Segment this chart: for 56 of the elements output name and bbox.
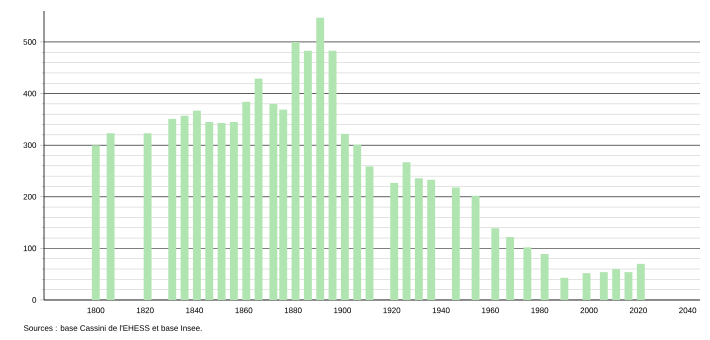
bar (180, 116, 189, 300)
bar (612, 269, 620, 300)
x-tick-label: 1980 (531, 308, 548, 314)
bar (506, 237, 514, 300)
bar (205, 122, 214, 300)
bar (353, 144, 362, 300)
bar (304, 50, 312, 300)
x-tick-label: 1960 (482, 308, 499, 314)
bar (472, 196, 480, 300)
bar (316, 18, 324, 300)
bar (192, 110, 201, 300)
bar (218, 122, 226, 300)
bar (279, 110, 288, 300)
bar (106, 133, 115, 300)
bar (254, 78, 263, 300)
bar (390, 182, 398, 300)
bar (230, 122, 238, 300)
bar (168, 118, 176, 300)
bar (242, 102, 250, 300)
bar (600, 272, 608, 300)
bar (269, 104, 278, 300)
bar (636, 264, 645, 300)
x-tick-label: 1880 (284, 308, 302, 314)
bar (582, 273, 590, 300)
bar (144, 133, 152, 300)
bar (452, 187, 460, 300)
x-tick-label: 1860 (235, 308, 252, 314)
x-tick-label: 1800 (88, 308, 104, 314)
bar (340, 134, 349, 300)
x-tick-label: 2040 (679, 308, 696, 314)
x-tick-label: 1820 (136, 308, 154, 314)
bar (624, 272, 632, 300)
bar (523, 247, 532, 300)
bar (560, 278, 568, 300)
y-tick-label: 300 (23, 142, 36, 148)
bar (292, 42, 300, 300)
y-tick-label: 100 (24, 246, 36, 252)
y-tick-label: 200 (24, 194, 36, 200)
y-tick-label: 500 (23, 39, 36, 45)
source-note: Sources : base Cassini de l'EHESS et base Insee. (24, 325, 202, 331)
bar (491, 228, 500, 300)
y-tick-label: 0 (32, 297, 36, 303)
bar (402, 162, 410, 300)
bar (328, 50, 336, 300)
x-tick-label: 2000 (580, 308, 598, 314)
x-tick-label: 1840 (186, 308, 204, 314)
bar (540, 254, 549, 300)
y-tick-label: 400 (23, 90, 36, 96)
x-tick-label: 1940 (432, 308, 450, 314)
x-tick-label: 1900 (334, 308, 351, 314)
bar (366, 166, 374, 300)
bar (427, 180, 436, 300)
x-tick-label: 2020 (630, 308, 647, 314)
bar (92, 145, 100, 300)
x-tick-label: 1920 (383, 308, 400, 314)
bar (414, 178, 423, 300)
